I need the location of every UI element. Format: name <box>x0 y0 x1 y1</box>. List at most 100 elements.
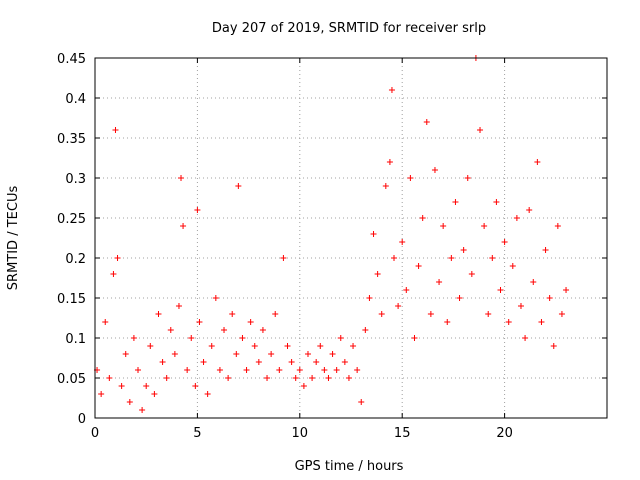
data-point <box>460 247 467 253</box>
tick-labels: 0 5 10 15 20 0 0.05 0.1 0.15 0.2 0.25 0.3 0.35 0.4 0.4… <box>57 52 513 441</box>
plot-frame <box>94 57 608 419</box>
data-point <box>200 359 207 365</box>
data-point <box>399 239 406 245</box>
data-point <box>239 335 246 341</box>
series-srmtid <box>94 55 570 413</box>
data-point <box>481 223 488 229</box>
data-point <box>391 255 398 261</box>
data-point <box>456 295 463 301</box>
data-point <box>178 175 185 181</box>
data-point <box>542 247 549 253</box>
y-tick-label: 0.1 <box>65 332 86 347</box>
data-point <box>225 375 232 381</box>
data-point <box>155 311 162 317</box>
data-point <box>110 271 117 277</box>
data-point <box>550 343 557 349</box>
data-point <box>427 311 434 317</box>
data-point <box>163 375 170 381</box>
data-point <box>284 343 291 349</box>
data-point <box>477 127 484 133</box>
data-point <box>386 159 393 165</box>
data-point <box>370 231 377 237</box>
data-point <box>139 407 146 413</box>
data-point <box>196 319 203 325</box>
data-point <box>151 391 158 397</box>
data-point <box>444 319 451 325</box>
data-point <box>468 271 475 277</box>
data-point <box>264 375 271 381</box>
data-point <box>118 383 125 389</box>
data-point <box>350 343 357 349</box>
data-point <box>288 359 295 365</box>
data-point <box>464 175 471 181</box>
data-point <box>126 399 133 405</box>
x-axis-label: GPS time / hours <box>295 459 404 474</box>
data-point <box>208 343 215 349</box>
data-point <box>538 319 545 325</box>
data-point <box>505 319 512 325</box>
data-point <box>229 311 236 317</box>
y-axis-label: SRMTID / TECUs <box>6 186 21 291</box>
data-point <box>452 199 459 205</box>
data-point <box>292 375 299 381</box>
data-point <box>563 287 570 293</box>
data-point <box>304 351 311 357</box>
chart-title: Day 207 of 2019, SRMTID for receiver srl… <box>212 21 486 36</box>
data-point <box>321 367 328 373</box>
x-tick-label: 15 <box>394 426 411 441</box>
data-point <box>509 263 516 269</box>
data-point <box>171 351 178 357</box>
data-point <box>212 295 219 301</box>
data-point <box>135 367 142 373</box>
data-point <box>255 359 262 365</box>
data-point <box>448 255 455 261</box>
data-point <box>530 279 537 285</box>
y-tick-label: 0.3 <box>65 172 86 187</box>
y-tick-label: 0.2 <box>65 252 86 267</box>
data-point <box>440 223 447 229</box>
data-point <box>358 399 365 405</box>
data-point <box>436 279 443 285</box>
data-points <box>94 55 570 413</box>
y-tick-label: 0.35 <box>57 132 86 147</box>
data-point <box>106 375 113 381</box>
data-point <box>407 175 414 181</box>
data-point <box>175 303 182 309</box>
data-point <box>98 391 105 397</box>
y-tick-label: 0 <box>78 412 86 427</box>
data-point <box>419 215 426 221</box>
data-point <box>114 255 121 261</box>
data-point <box>554 223 561 229</box>
data-point <box>345 375 352 381</box>
data-point <box>216 367 223 373</box>
data-point <box>403 287 410 293</box>
data-point <box>251 343 258 349</box>
data-point <box>296 367 303 373</box>
x-tick-label: 10 <box>292 426 309 441</box>
data-point <box>354 367 361 373</box>
data-point <box>122 351 129 357</box>
data-point <box>235 183 242 189</box>
data-point <box>526 207 533 213</box>
data-point <box>130 335 137 341</box>
data-point <box>184 367 191 373</box>
data-point <box>194 207 201 213</box>
data-point <box>280 255 287 261</box>
data-point <box>300 383 307 389</box>
data-point <box>382 183 389 189</box>
x-tick-label: 5 <box>193 426 201 441</box>
data-point <box>159 359 166 365</box>
data-point <box>341 359 348 365</box>
data-point <box>362 327 369 333</box>
y-tick-label: 0.15 <box>57 292 86 307</box>
y-tick-label: 0.05 <box>57 372 86 387</box>
x-tick-label: 0 <box>91 426 99 441</box>
data-point <box>493 199 500 205</box>
data-point <box>415 263 422 269</box>
data-point <box>395 303 402 309</box>
data-point <box>388 87 395 93</box>
data-point <box>102 319 109 325</box>
data-point <box>188 335 195 341</box>
